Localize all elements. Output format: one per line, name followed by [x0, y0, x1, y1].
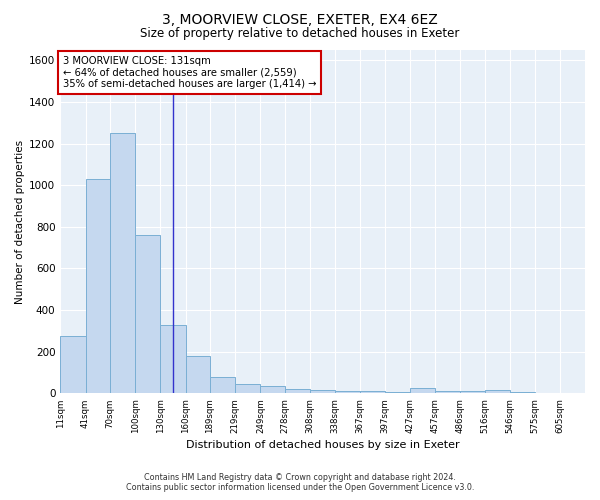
Bar	[285, 389, 310, 394]
Bar	[310, 390, 335, 394]
Text: Contains HM Land Registry data © Crown copyright and database right 2024.
Contai: Contains HM Land Registry data © Crown c…	[126, 473, 474, 492]
Bar	[160, 324, 185, 394]
Y-axis label: Number of detached properties: Number of detached properties	[15, 140, 25, 304]
Text: 3 MOORVIEW CLOSE: 131sqm
← 64% of detached houses are smaller (2,559)
35% of sem: 3 MOORVIEW CLOSE: 131sqm ← 64% of detach…	[63, 56, 316, 90]
Bar	[210, 376, 235, 394]
Bar	[359, 391, 385, 394]
Bar	[110, 133, 135, 394]
Bar	[460, 391, 485, 394]
X-axis label: Distribution of detached houses by size in Exeter: Distribution of detached houses by size …	[186, 440, 460, 450]
Bar	[135, 235, 160, 394]
Bar	[86, 179, 110, 394]
Bar	[510, 392, 535, 394]
Bar	[60, 336, 86, 394]
Bar	[385, 392, 410, 394]
Bar	[185, 356, 210, 394]
Bar	[335, 391, 359, 394]
Bar	[235, 384, 260, 394]
Text: 3, MOORVIEW CLOSE, EXETER, EX4 6EZ: 3, MOORVIEW CLOSE, EXETER, EX4 6EZ	[162, 12, 438, 26]
Bar	[410, 388, 436, 394]
Text: Size of property relative to detached houses in Exeter: Size of property relative to detached ho…	[140, 28, 460, 40]
Bar	[436, 391, 460, 394]
Bar	[260, 386, 285, 394]
Bar	[485, 390, 510, 394]
